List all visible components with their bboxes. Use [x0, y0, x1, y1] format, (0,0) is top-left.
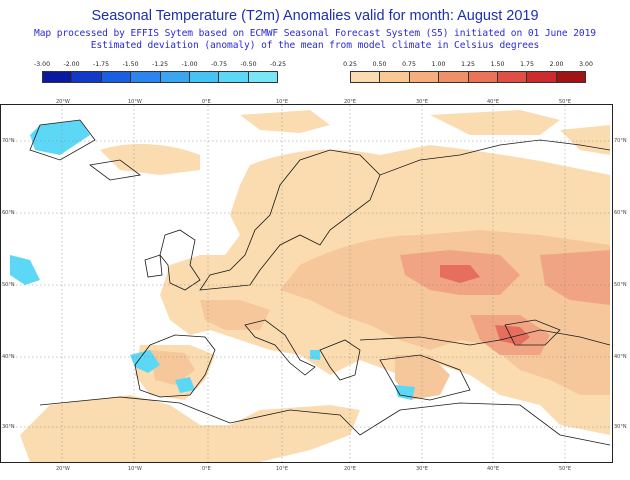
lon-label-3-bottom: 10°E: [276, 466, 289, 472]
legend_positive-label-0: 0.25: [343, 61, 357, 68]
lon-label-0-top: 20°W: [56, 99, 70, 105]
legend-negative-anomalies: -3.00 -2.00 -1.75 -1.50 -1.25 -1.00 -0.75 -0.50…: [34, 61, 286, 85]
legend_positive-label-5: 1.50: [490, 61, 505, 68]
legend_positive-swatch-4: [468, 72, 498, 82]
legend_negative-swatch-4: [160, 72, 190, 82]
lon-label-1-bottom: 10°W: [128, 466, 142, 472]
lat-label-2-right: 50°N: [614, 282, 627, 288]
legend-positive-anomalies: 0.25 0.50 0.75 1.00 1.25 1.50 1.75 2.00 3.00: [343, 61, 593, 85]
lon-label-4-top: 20°E: [344, 99, 357, 105]
lon-label-7-bottom: 50°E: [559, 466, 572, 472]
anomaly-field-hot: [440, 265, 530, 345]
legend_negative-swatch-5: [189, 72, 220, 82]
anomaly-map: [0, 105, 610, 462]
legend-positive-colorbar: [350, 71, 586, 83]
legend_positive-label-8: 3.00: [579, 61, 593, 68]
map-subtitle-units: Estimated deviation (anomaly) of the mea…: [90, 40, 540, 51]
lon-label-5-top: 30°E: [416, 99, 429, 105]
legend_positive-swatch-1: [380, 72, 410, 82]
legend-positive-labels: 0.25 0.50 0.75 1.00 1.25 1.50 1.75 2.00 3.00: [343, 61, 593, 70]
legend_negative-label-5: -1.00: [181, 61, 198, 68]
lat-label-1-right: 60°N: [614, 210, 627, 216]
legend_negative-swatch-2: [101, 72, 132, 82]
legend_negative-swatch-1: [72, 72, 102, 82]
legend_positive-label-4: 1.25: [461, 61, 475, 68]
lat-label-4-left: 30°N: [2, 424, 15, 430]
legend_negative-label-4: -1.25: [151, 61, 169, 68]
legend_negative-label-0: -3.00: [33, 61, 51, 68]
legend_negative-label-3: -1.50: [122, 61, 139, 68]
lon-label-2-bottom: 0°E: [202, 466, 211, 472]
anomaly-field-cold: [10, 120, 415, 400]
map-title: Seasonal Temperature (T2m) Anomalies val…: [91, 8, 539, 24]
lat-label-1-left: 60°N: [2, 210, 15, 216]
legend_negative-label-8: -0.25: [269, 61, 287, 68]
lon-label-2-top: 0°E: [202, 99, 211, 105]
lat-label-0-right: 70°N: [614, 138, 627, 144]
lat-label-0-left: 70°N: [2, 138, 15, 144]
legend_positive-label-7: 2.00: [549, 61, 564, 68]
legend_positive-swatch-2: [409, 72, 440, 82]
legend_positive-swatch-0: [351, 72, 381, 82]
legend_negative-label-1: -2.00: [63, 61, 80, 68]
legend-negative-labels: -3.00 -2.00 -1.75 -1.50 -1.25 -1.00 -0.75 -0.50…: [34, 61, 286, 70]
legend_negative-swatch-3: [131, 72, 161, 82]
map-subtitle-source: Map processed by EFFIS Sytem based on EC…: [34, 28, 596, 39]
legend_positive-label-2: 0.75: [402, 61, 416, 68]
lon-label-6-top: 40°E: [487, 99, 500, 105]
lat-label-4-right: 30°N: [614, 424, 627, 430]
lon-label-3-top: 10°E: [276, 99, 289, 105]
lat-label-2-left: 50°N: [2, 282, 15, 288]
legend_negative-swatch-0: [43, 72, 73, 82]
lon-label-0-bottom: 20°W: [56, 466, 70, 472]
legend_positive-swatch-7: [556, 72, 585, 82]
legend_negative-label-6: -0.75: [210, 61, 228, 68]
legend_positive-swatch-5: [497, 72, 528, 82]
legend_positive-swatch-3: [439, 72, 469, 82]
legend-negative-colorbar: [42, 71, 278, 83]
lat-label-3-right: 40°N: [614, 354, 627, 360]
legend_positive-label-3: 1.00: [431, 61, 446, 68]
lon-label-1-top: 10°W: [128, 99, 142, 105]
legend_negative-swatch-6: [219, 72, 249, 82]
legend_positive-label-6: 1.75: [520, 61, 534, 68]
lat-label-3-left: 40°N: [2, 354, 15, 360]
lon-label-5-bottom: 30°E: [416, 466, 429, 472]
lon-label-4-bottom: 20°E: [344, 466, 357, 472]
lon-label-6-bottom: 40°E: [487, 466, 500, 472]
legend_negative-label-2: -1.75: [92, 61, 110, 68]
legend_negative-swatch-7: [248, 72, 277, 82]
legend_positive-swatch-6: [527, 72, 557, 82]
legend_negative-label-7: -0.50: [240, 61, 257, 68]
legend_positive-label-1: 0.50: [372, 61, 387, 68]
graticule: [0, 105, 610, 462]
lon-label-7-top: 50°E: [559, 99, 572, 105]
